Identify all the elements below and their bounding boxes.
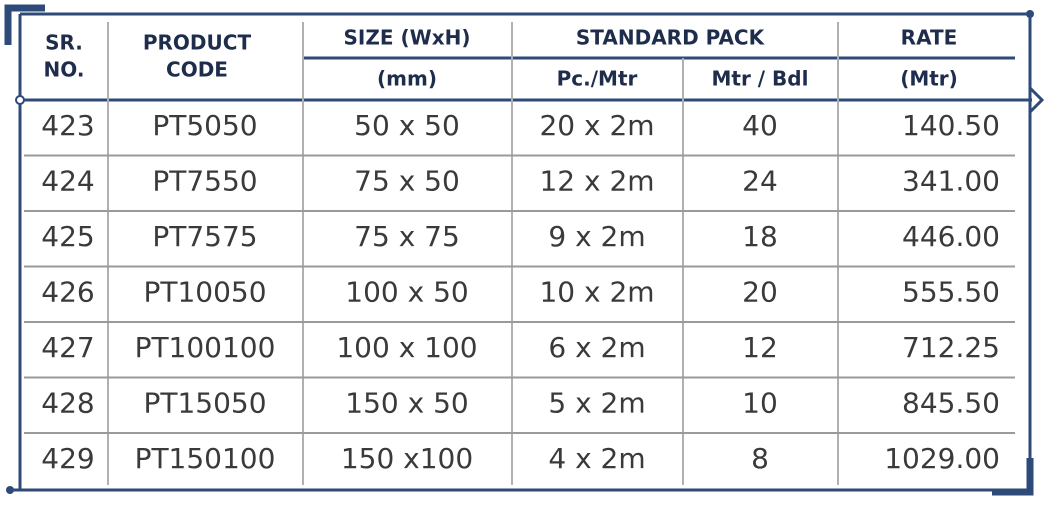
- pieces-per-metre: 6 x 2m: [548, 331, 645, 364]
- header-size-unit: (mm): [377, 67, 437, 91]
- header-sr: NO.: [44, 58, 85, 82]
- metres-per-bundle: 8: [751, 442, 769, 475]
- frame: [4, 4, 1045, 496]
- size: 100 x 50: [345, 276, 468, 309]
- product-code: PT10050: [143, 276, 266, 309]
- product-code: PT100100: [135, 331, 276, 364]
- sr-no: 424: [41, 165, 94, 198]
- rate: 845.50: [902, 387, 1000, 420]
- pieces-per-metre: 9 x 2m: [548, 220, 645, 253]
- rate: 446.00: [902, 220, 1000, 253]
- sr-no: 427: [41, 331, 94, 364]
- pieces-per-metre: 5 x 2m: [548, 387, 645, 420]
- metres-per-bundle: 20: [742, 276, 778, 309]
- header-pack-col: Pc./Mtr: [557, 67, 638, 91]
- rate: 712.25: [902, 331, 1000, 364]
- rate: 1029.00: [884, 442, 1000, 475]
- pieces-per-metre: 4 x 2m: [548, 442, 645, 475]
- metres-per-bundle: 24: [742, 165, 778, 198]
- size: 150 x 50: [345, 387, 468, 420]
- pieces-per-metre: 12 x 2m: [539, 165, 654, 198]
- size: 50 x 50: [354, 109, 460, 142]
- header-size: SIZE (WxH): [344, 26, 471, 50]
- product-code: PT150100: [135, 442, 276, 475]
- metres-per-bundle: 18: [742, 220, 778, 253]
- size: 75 x 75: [354, 220, 460, 253]
- column-lines: [107, 22, 839, 485]
- header-pack-col: Mtr / Bdl: [712, 67, 809, 91]
- size: 150 x100: [341, 442, 473, 475]
- table-body: 423 PT5050 50 x 50 20 x 2m 40 140.50 424 PT7550…: [24, 109, 1015, 475]
- sr-no: 425: [41, 220, 94, 253]
- size: 75 x 50: [354, 165, 460, 198]
- header-product: CODE: [166, 58, 228, 82]
- metres-per-bundle: 12: [742, 331, 778, 364]
- header-sr: SR.: [45, 31, 83, 55]
- sr-no: 423: [41, 109, 94, 142]
- header-rate-unit: (Mtr): [900, 67, 958, 91]
- size: 100 x 100: [336, 331, 477, 364]
- sr-no: 426: [41, 276, 94, 309]
- header-product: PRODUCT: [143, 31, 252, 55]
- pieces-per-metre: 20 x 2m: [539, 109, 654, 142]
- rate: 341.00: [902, 165, 1000, 198]
- product-code: PT5050: [152, 109, 257, 142]
- header-rate: RATE: [901, 26, 958, 50]
- pieces-per-metre: 10 x 2m: [539, 276, 654, 309]
- metres-per-bundle: 40: [742, 109, 778, 142]
- product-code: PT7575: [152, 220, 257, 253]
- metres-per-bundle: 10: [742, 387, 778, 420]
- sr-no: 428: [41, 387, 94, 420]
- rate: 555.50: [902, 276, 1000, 309]
- header-pack: STANDARD PACK: [576, 26, 766, 50]
- rate: 140.50: [902, 109, 1000, 142]
- product-code: PT15050: [143, 387, 266, 420]
- product-code: PT7550: [152, 165, 257, 198]
- sr-no: 429: [41, 442, 94, 475]
